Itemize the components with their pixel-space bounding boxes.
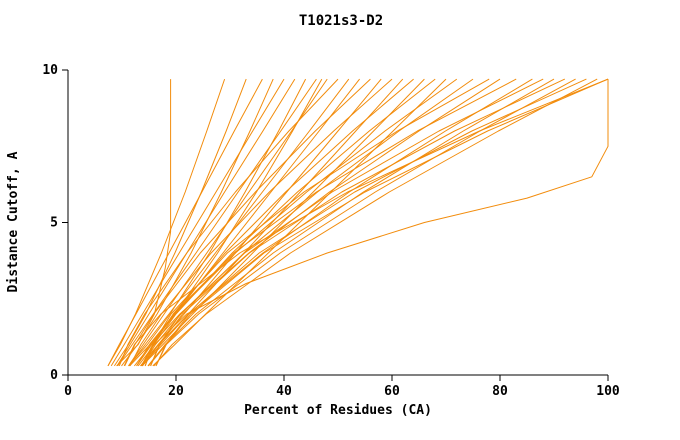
series-line <box>147 78 555 367</box>
series-line <box>107 78 226 367</box>
series-line <box>137 79 609 367</box>
x-axis-label: Percent of Residues (CA) <box>244 403 432 418</box>
series-line <box>116 78 296 367</box>
series-line <box>116 79 172 367</box>
series-line <box>152 78 447 367</box>
y-axis-tick-label: 5 <box>50 216 58 231</box>
axes: 0 20 40 60 80 100 0 5 10 <box>42 63 620 399</box>
x-axis-tick-label: 40 <box>276 384 292 399</box>
series-line <box>148 78 576 367</box>
series-line <box>144 78 517 367</box>
series-lines <box>107 78 609 367</box>
y-axis-label: Distance Cutoff, A <box>6 151 21 292</box>
series-line <box>142 78 533 367</box>
series-line <box>113 78 247 367</box>
series-line <box>136 78 458 367</box>
series-line <box>155 78 609 367</box>
x-axis-tick-label: 60 <box>384 384 400 399</box>
x-axis-tick-label: 80 <box>492 384 508 399</box>
series-line <box>141 78 425 367</box>
series-line <box>150 78 566 367</box>
series-line <box>128 78 328 367</box>
series-line <box>129 78 393 367</box>
x-axis-tick-label: 0 <box>64 384 72 399</box>
series-line <box>153 78 598 367</box>
series-line <box>123 78 609 367</box>
series-line <box>140 78 382 367</box>
y-axis-tick-label: 0 <box>50 368 58 383</box>
series-line <box>110 78 285 367</box>
chart-title: T1021s3-D2 <box>299 13 383 29</box>
x-axis-tick-label: 100 <box>596 384 620 399</box>
series-line <box>128 78 307 367</box>
y-axis-tick-label: 10 <box>42 63 58 78</box>
x-axis-tick-label: 20 <box>168 384 184 399</box>
series-line <box>155 78 587 367</box>
series-line <box>117 78 317 367</box>
series-line <box>107 78 263 367</box>
series-line <box>134 78 360 367</box>
series-line <box>128 78 350 367</box>
series-line <box>118 78 339 367</box>
